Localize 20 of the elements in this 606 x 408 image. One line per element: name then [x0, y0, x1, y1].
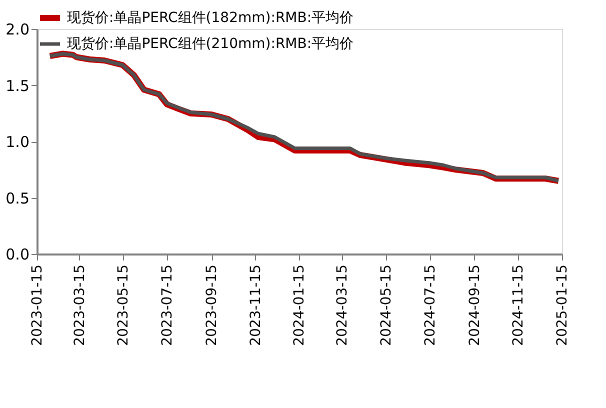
x-tick-label: 2024-03-15: [334, 264, 351, 346]
x-tick-label: 2024-11-15: [510, 264, 527, 346]
y-tick-label: 2.0: [6, 20, 30, 38]
x-tick-label: 2023-05-15: [116, 264, 132, 346]
x-tick-label: 2024-05-15: [378, 264, 395, 346]
y-tick-label: 1.0: [6, 133, 30, 151]
x-tick-label: 2023-03-15: [72, 264, 88, 346]
legend-label: 现货价:单晶PERC组件(210mm):RMB:平均价: [67, 36, 354, 52]
y-tick-label: 0.0: [6, 246, 30, 264]
x-tick-label: 2024-09-15: [466, 264, 483, 346]
x-tick-label: 2023-07-15: [159, 264, 176, 346]
x-tick-label: 2023-01-15: [30, 264, 46, 346]
x-tick-label: 2024-01-15: [292, 264, 308, 346]
x-tick-label: 2025-01-15: [554, 264, 570, 346]
y-tick-label: 0.5: [6, 189, 30, 208]
x-tick-label: 2023-09-15: [204, 264, 220, 346]
legend-label: 现货价:单晶PERC组件(182mm):RMB:平均价: [67, 10, 354, 26]
y-tick-label: 1.5: [6, 76, 30, 95]
x-tick-label: 2023-11-15: [248, 264, 264, 346]
x-tick-label: 2024-07-15: [422, 264, 438, 346]
